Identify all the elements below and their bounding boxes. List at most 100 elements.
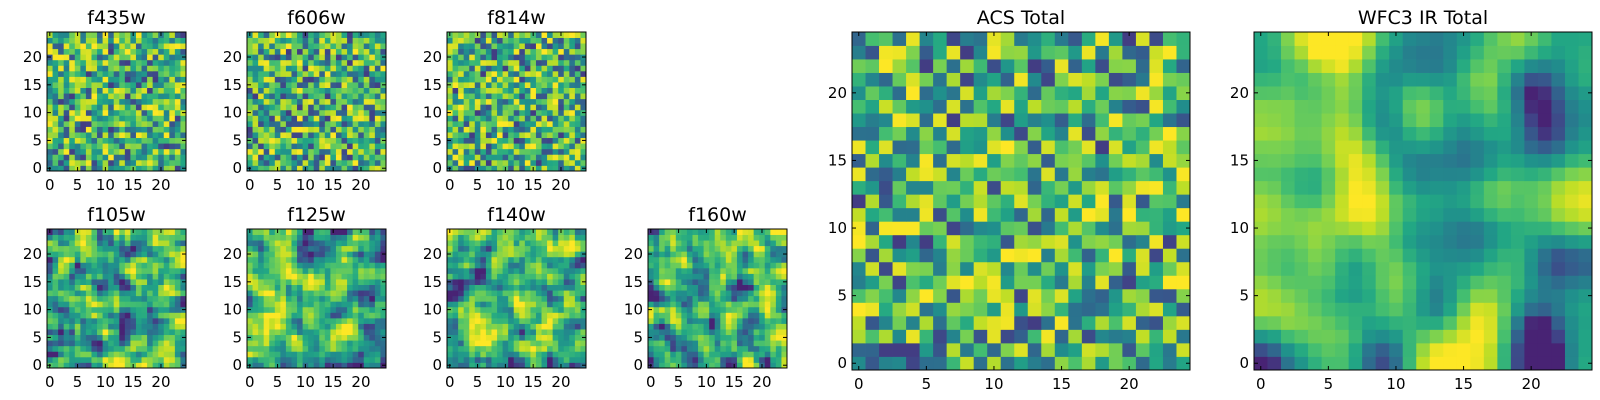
heatmap-cell [452, 284, 459, 291]
heatmap-cell [274, 65, 281, 72]
heatmap-cell [108, 165, 115, 172]
y-tick-label: 20 [423, 48, 442, 66]
heatmap-cell [58, 159, 65, 166]
heatmap-cell [302, 159, 309, 166]
heatmap-cell [681, 351, 688, 358]
heatmap-cell [720, 229, 727, 235]
heatmap-cell [574, 284, 581, 291]
heatmap-cell [524, 76, 531, 83]
heatmap-cell [535, 273, 542, 280]
heatmap-cell [97, 98, 103, 105]
heatmap-cell [280, 109, 287, 116]
heatmap-cell [720, 362, 727, 369]
heatmap-cell [108, 143, 115, 150]
heatmap-cell [480, 104, 487, 111]
heatmap-cell [1014, 234, 1029, 249]
heatmap-cell [648, 290, 654, 297]
heatmap-cell [330, 306, 337, 313]
heatmap-cell [469, 65, 476, 72]
heatmap-cell [458, 356, 465, 363]
heatmap-cell [58, 290, 65, 297]
heatmap-cell [447, 340, 453, 347]
heatmap-cell [102, 356, 109, 363]
heatmap-cell [163, 312, 170, 319]
heatmap-cell [313, 362, 320, 369]
heatmap-cell [319, 32, 326, 38]
heatmap-cell [113, 104, 120, 111]
heatmap-cell [363, 267, 370, 274]
heatmap-cell [664, 240, 671, 247]
heatmap-cell [85, 317, 92, 324]
heatmap-cell [497, 32, 503, 38]
heatmap-cell [97, 76, 103, 83]
heatmap-cell [135, 267, 142, 274]
heatmap-cell [569, 351, 576, 358]
heatmap-cell [252, 37, 259, 44]
heatmap-cell [1149, 180, 1164, 195]
heatmap-cell [113, 245, 120, 252]
heatmap-cell [158, 54, 165, 61]
heatmap-cell [491, 87, 498, 94]
heatmap-cell [319, 82, 326, 88]
heatmap-cell [158, 323, 165, 330]
heatmap-cell [74, 70, 81, 77]
heatmap-cell [308, 159, 315, 166]
heatmap-cell [653, 229, 660, 235]
heatmap-cell [775, 351, 782, 358]
heatmap-cell [714, 356, 721, 363]
heatmap-cell [463, 76, 470, 83]
heatmap-cell [324, 37, 331, 44]
heatmap-cell [313, 148, 320, 155]
heatmap-cell [519, 98, 526, 105]
heatmap-cell [485, 329, 492, 336]
heatmap-cell [152, 340, 159, 347]
panel-title: f606w [287, 7, 346, 29]
heatmap-cell [374, 295, 381, 302]
heatmap-cell [753, 262, 760, 269]
heatmap-cell [1149, 167, 1164, 182]
heatmap-cell [664, 356, 671, 363]
heatmap-cell [452, 87, 459, 94]
heatmap-cell [341, 362, 348, 369]
heatmap-cell [574, 323, 581, 330]
heatmap-cell [474, 148, 481, 155]
heatmap-cell [524, 137, 531, 144]
heatmap-cell [670, 340, 677, 347]
heatmap-cell [764, 312, 771, 319]
heatmap-cell [563, 284, 570, 291]
heatmap-cell [580, 120, 587, 127]
heatmap-cell [369, 273, 376, 280]
heatmap-cell [530, 279, 537, 285]
heatmap-cell [535, 323, 542, 330]
heatmap-cell [469, 329, 476, 336]
heatmap-cell [563, 234, 570, 241]
heatmap-cell [731, 234, 738, 241]
heatmap-cell [681, 356, 688, 363]
heatmap-cell [97, 273, 103, 280]
heatmap-cell [463, 132, 470, 139]
heatmap-cell [452, 256, 459, 263]
heatmap-cell [519, 93, 526, 100]
heatmap-cell [374, 132, 381, 139]
heatmap-cell [502, 351, 509, 358]
heatmap-cell [313, 284, 320, 291]
heatmap-cell [558, 154, 565, 161]
heatmap-cell [474, 120, 481, 127]
heatmap-cell [124, 362, 131, 369]
heatmap-cell [319, 340, 326, 347]
heatmap-cell [130, 120, 137, 127]
heatmap-cell [297, 109, 303, 116]
heatmap-cell [530, 137, 537, 144]
heatmap-cell [497, 284, 503, 291]
heatmap-cell [753, 306, 760, 313]
heatmap-cell [502, 87, 509, 94]
heatmap-cell [770, 301, 777, 308]
heatmap-cell [447, 262, 453, 269]
heatmap-cell [374, 356, 381, 363]
heatmap-cell [335, 98, 342, 105]
heatmap-cell [714, 234, 721, 241]
heatmap-cell [297, 137, 303, 144]
heatmap-cell [330, 323, 337, 330]
heatmap-cell [1041, 221, 1056, 236]
heatmap-cell [502, 306, 509, 313]
